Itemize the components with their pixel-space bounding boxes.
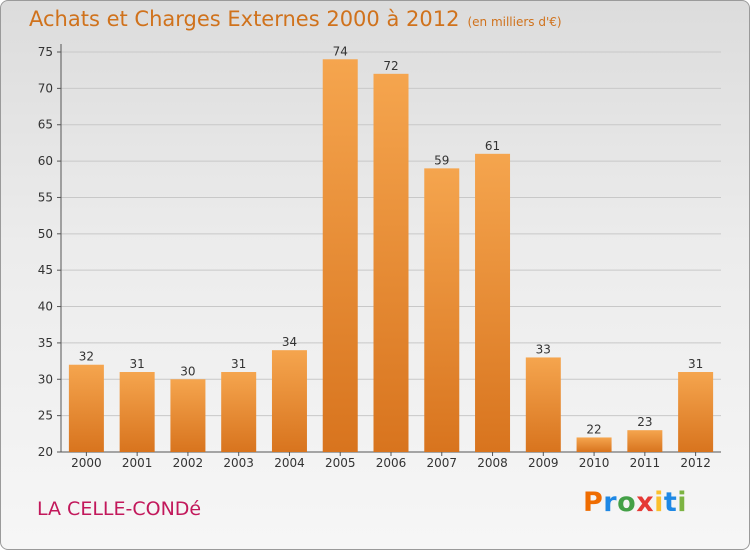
y-tick-label: 75 bbox=[38, 45, 53, 59]
y-tick-label: 50 bbox=[38, 227, 53, 241]
logo-letter: o bbox=[617, 487, 637, 518]
x-tick-label: 2001 bbox=[122, 456, 153, 470]
x-tick-label: 2003 bbox=[223, 456, 254, 470]
bar-value-label: 33 bbox=[536, 342, 551, 356]
bar-chart: 20 25 30 35 40 45 50 55 60 65 70 75 32 2000 31 2001 30 20… bbox=[38, 44, 721, 470]
bar-value-label: 30 bbox=[180, 364, 195, 378]
x-tick-label: 2012 bbox=[680, 456, 711, 470]
bar-value-label: 23 bbox=[637, 415, 652, 429]
proxiti-logo: Proxiti bbox=[583, 487, 687, 518]
bar bbox=[475, 153, 511, 452]
chart-title-text: Achats et Charges Externes 2000 à 2012 bbox=[29, 7, 460, 31]
logo-letter: t bbox=[663, 487, 678, 518]
bar-value-label: 59 bbox=[434, 153, 449, 167]
bar bbox=[678, 372, 714, 452]
bar bbox=[322, 59, 358, 452]
bar-value-label: 34 bbox=[282, 335, 297, 349]
bar bbox=[68, 364, 104, 452]
x-tick-label: 2006 bbox=[376, 456, 407, 470]
logo-letter: P bbox=[583, 487, 604, 518]
bar bbox=[119, 372, 155, 452]
bar bbox=[424, 168, 460, 452]
logo-letter: x bbox=[636, 487, 655, 518]
x-tick-label: 2004 bbox=[274, 456, 305, 470]
bar-value-label: 72 bbox=[383, 59, 398, 73]
bar bbox=[576, 437, 612, 452]
y-tick-label: 65 bbox=[38, 118, 53, 132]
x-tick-label: 2008 bbox=[477, 456, 508, 470]
y-tick-label: 55 bbox=[38, 190, 53, 204]
y-tick-label: 25 bbox=[38, 409, 53, 423]
x-tick-label: 2002 bbox=[173, 456, 204, 470]
x-tick-label: 2009 bbox=[528, 456, 559, 470]
bar bbox=[525, 357, 561, 452]
y-tick-label: 45 bbox=[38, 263, 53, 277]
logo-letter: i bbox=[677, 487, 688, 518]
bar bbox=[271, 350, 307, 452]
commune-name: LA CELLE-CONDé bbox=[37, 498, 202, 520]
logo-letter: r bbox=[603, 487, 618, 518]
bar bbox=[373, 73, 409, 453]
y-tick-label: 30 bbox=[38, 372, 53, 386]
bar bbox=[221, 372, 257, 452]
bar-value-label: 31 bbox=[688, 357, 703, 371]
y-tick-label: 40 bbox=[38, 300, 53, 314]
bar-value-label: 31 bbox=[130, 357, 145, 371]
y-tick-label: 70 bbox=[38, 81, 53, 95]
bar-value-label: 74 bbox=[333, 44, 348, 58]
x-tick-label: 2011 bbox=[630, 456, 661, 470]
x-tick-label: 2007 bbox=[426, 456, 457, 470]
bar-value-label: 31 bbox=[231, 357, 246, 371]
y-tick-label: 20 bbox=[38, 445, 53, 459]
bar-value-label: 22 bbox=[586, 422, 601, 436]
x-tick-label: 2010 bbox=[579, 456, 610, 470]
chart-title: Achats et Charges Externes 2000 à 2012 (e… bbox=[29, 7, 562, 31]
bar-value-label: 32 bbox=[79, 350, 94, 364]
logo-letter: i bbox=[654, 487, 664, 518]
bar bbox=[170, 379, 206, 452]
bar bbox=[627, 430, 663, 452]
x-tick-label: 2000 bbox=[71, 456, 102, 470]
bar-value-label: 61 bbox=[485, 139, 500, 153]
y-tick-label: 60 bbox=[38, 154, 53, 168]
chart-subtitle: (en milliers d'€) bbox=[467, 15, 562, 29]
x-tick-label: 2005 bbox=[325, 456, 356, 470]
y-tick-label: 35 bbox=[38, 336, 53, 350]
